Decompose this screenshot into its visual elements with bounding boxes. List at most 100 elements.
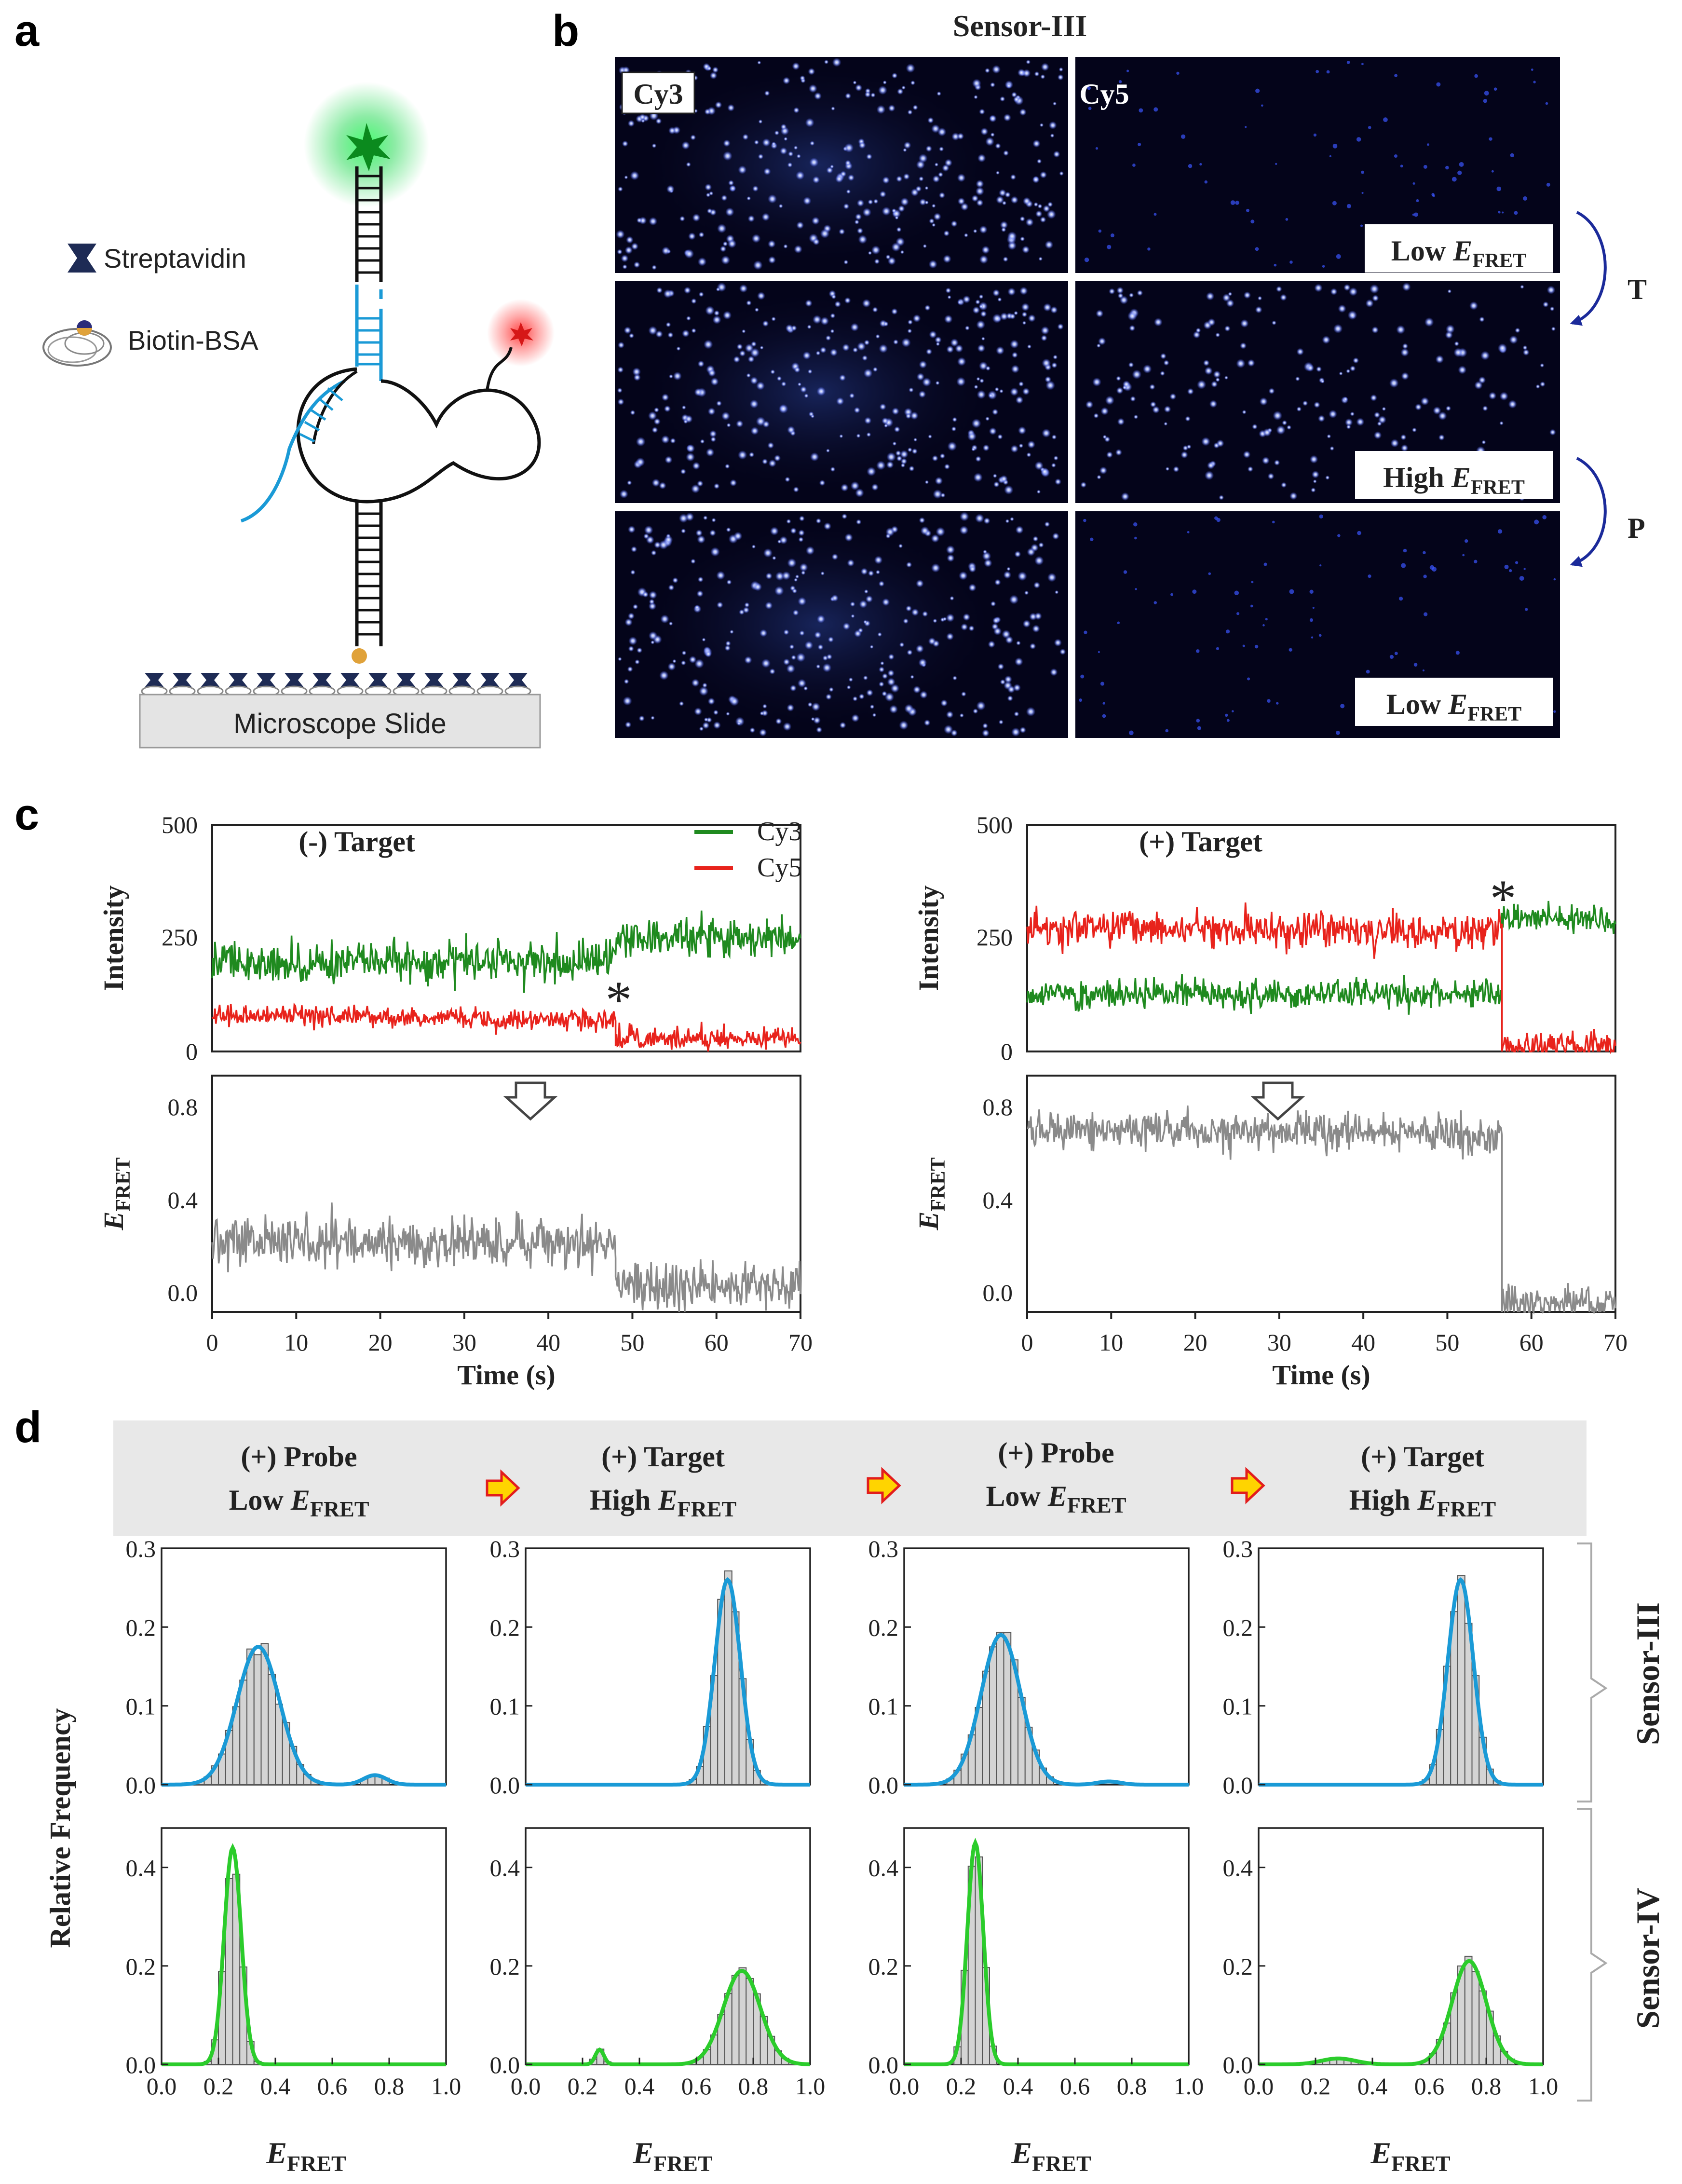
histogram-panel: 0.0 0.1 0.2 0.3 bbox=[126, 1535, 447, 1799]
y-tick-label: 0.2 bbox=[126, 1614, 156, 1641]
svg-text:0.8: 0.8 bbox=[983, 1093, 1013, 1120]
arrow-target bbox=[1570, 211, 1607, 326]
histogram-panel: 0.0 0.2 0.4 0.0 0.2 0.4 0.6 0.8 1.0 bbox=[1223, 1827, 1558, 2100]
trace-right-axes bbox=[1026, 824, 1616, 1313]
time-label-right: Time (s) bbox=[1272, 1359, 1370, 1391]
time-tick-label: 70 bbox=[788, 1329, 813, 1356]
gaussian-fit-line bbox=[1259, 1577, 1543, 1787]
x-tick-label: 0.8 bbox=[374, 2073, 405, 2100]
x-tick-label: 1.0 bbox=[795, 2073, 826, 2100]
y-tick-label: 0.0 bbox=[868, 2051, 899, 2078]
x-tick-label: 0.8 bbox=[738, 2073, 769, 2100]
trace-title-plus-target: (+) Target bbox=[1139, 826, 1262, 858]
x-tick-label: 0.8 bbox=[1117, 2073, 1147, 2100]
svg-text:High EFRET: High EFRET bbox=[1349, 1484, 1496, 1521]
down-arrow-left-icon bbox=[503, 1081, 558, 1121]
efret-x-label-2: EFRET bbox=[1011, 2136, 1091, 2176]
intensity-label-left: Intensity bbox=[98, 885, 129, 991]
header-band bbox=[113, 1420, 1587, 1536]
y-tick-label: 0.2 bbox=[868, 1953, 899, 1980]
microscope-image-tile bbox=[615, 281, 1068, 503]
histogram-bar bbox=[275, 1704, 283, 1785]
svg-text:500: 500 bbox=[977, 811, 1013, 838]
row-label-1: Low EFRET bbox=[1391, 235, 1526, 272]
y-tick-label: 0.3 bbox=[490, 1535, 520, 1562]
y-tick-label: 0.2 bbox=[126, 1953, 156, 1980]
y-tick-label: 0.3 bbox=[868, 1535, 899, 1562]
streptavidin-mark bbox=[201, 673, 220, 687]
y-tick-label: 0.0 bbox=[1223, 1772, 1253, 1799]
arrow-label-t: T bbox=[1628, 273, 1647, 305]
row-label-sensor-iii: Sensor-III bbox=[1629, 1602, 1666, 1745]
bracket-sensor-iii bbox=[1577, 1542, 1608, 1802]
header-1: (+) Target High EFRET bbox=[590, 1441, 736, 1521]
cy3-column-label: Cy3 bbox=[633, 78, 683, 110]
y-tick-label: 0.4 bbox=[868, 1855, 899, 1882]
left-intensity-ticks: 0 250 500 bbox=[162, 811, 198, 1065]
svg-text:(+) Target: (+) Target bbox=[1361, 1441, 1484, 1473]
slide-label: Microscope Slide bbox=[233, 708, 447, 739]
time-label-left: Time (s) bbox=[457, 1359, 556, 1391]
svg-text:0: 0 bbox=[186, 1038, 198, 1065]
histogram-bar bbox=[996, 1632, 1004, 1785]
panel-b-title: Sensor-III bbox=[953, 9, 1087, 43]
trace-line-cy3 bbox=[1026, 901, 1616, 1015]
histogram-panel: 0.0 0.2 0.4 0.0 0.2 0.4 0.6 0.8 1.0 bbox=[126, 1827, 461, 2100]
x-tick-label: 0.2 bbox=[1301, 2073, 1331, 2100]
time-tick-label: 50 bbox=[1435, 1329, 1459, 1356]
streptavidin-mark bbox=[396, 673, 416, 687]
panel-a-schematic: Streptavidin Biotin-BSA bbox=[42, 82, 555, 749]
arrow-probe bbox=[1570, 457, 1607, 567]
y-tick-label: 0.2 bbox=[490, 1953, 520, 1980]
time-tick-label: 30 bbox=[1267, 1329, 1291, 1356]
legend-cy3: Cy3 bbox=[757, 817, 802, 846]
x-tick-label: 0.0 bbox=[511, 2073, 541, 2100]
y-tick-label: 0.1 bbox=[1223, 1693, 1253, 1720]
time-tick-label: 50 bbox=[620, 1329, 644, 1356]
svg-text:(+) Target: (+) Target bbox=[601, 1441, 725, 1473]
time-ticks: 0 10 20 30 40 50 60 70 0 10 20 30 40 50 60 70 bbox=[206, 1312, 1628, 1356]
x-tick-label: 0.4 bbox=[624, 2073, 655, 2100]
svg-text:0.4: 0.4 bbox=[983, 1187, 1013, 1214]
step-arrow-icon-1 bbox=[486, 1469, 520, 1507]
y-tick-label: 0.2 bbox=[490, 1614, 520, 1641]
cy5-column-label: Cy5 bbox=[1079, 78, 1129, 110]
y-tick-label: 0.4 bbox=[1223, 1855, 1253, 1882]
y-tick-label: 0.0 bbox=[490, 1772, 520, 1799]
relative-frequency-label: Relative Frequency bbox=[44, 1708, 76, 1948]
streptavidin-mark bbox=[145, 673, 164, 687]
gaussian-fit-line bbox=[904, 1633, 1189, 1787]
header-2: (+) Probe Low EFRET bbox=[986, 1437, 1126, 1517]
gaussian-fit-line bbox=[526, 1968, 811, 2066]
x-tick-label: 0.4 bbox=[1357, 2073, 1388, 2100]
x-tick-label: 0.6 bbox=[317, 2073, 348, 2100]
svg-text:250: 250 bbox=[977, 924, 1013, 951]
histogram-bar bbox=[239, 1679, 247, 1785]
time-tick-label: 30 bbox=[452, 1329, 476, 1356]
streptavidin-mark bbox=[368, 673, 388, 687]
y-tick-label: 0.0 bbox=[126, 2051, 156, 2078]
bracket-sensor-iv bbox=[1577, 1808, 1608, 2102]
histogram-bar bbox=[246, 1648, 255, 1786]
y-tick-label: 0.1 bbox=[868, 1693, 899, 1720]
histogram-panel: 0.0 0.1 0.2 0.3 bbox=[490, 1535, 811, 1799]
cy3-star-icon bbox=[346, 123, 391, 171]
y-tick-label: 0.0 bbox=[490, 2051, 520, 2078]
y-tick-label: 0.4 bbox=[126, 1855, 156, 1882]
histogram-bar bbox=[1464, 1955, 1473, 2065]
y-tick-label: 0.2 bbox=[1223, 1953, 1253, 1980]
histogram-bar bbox=[724, 1570, 732, 1786]
svg-text:Low EFRET: Low EFRET bbox=[986, 1480, 1126, 1517]
histogram-bar bbox=[1457, 1575, 1465, 1785]
row-label-sensor-iv: Sensor-IV bbox=[1629, 1888, 1666, 2029]
streptavidin-mark bbox=[424, 673, 444, 687]
histogram-bar bbox=[738, 1967, 747, 2065]
streptavidin-mark bbox=[452, 673, 472, 687]
x-tick-label: 1.0 bbox=[1174, 2073, 1204, 2100]
microscope-image-tile bbox=[615, 511, 1068, 738]
histogram-bar bbox=[253, 1654, 262, 1785]
streptavidin-mark bbox=[173, 673, 192, 687]
y-tick-label: 0.0 bbox=[868, 1772, 899, 1799]
streptavidin-mark bbox=[340, 673, 360, 687]
